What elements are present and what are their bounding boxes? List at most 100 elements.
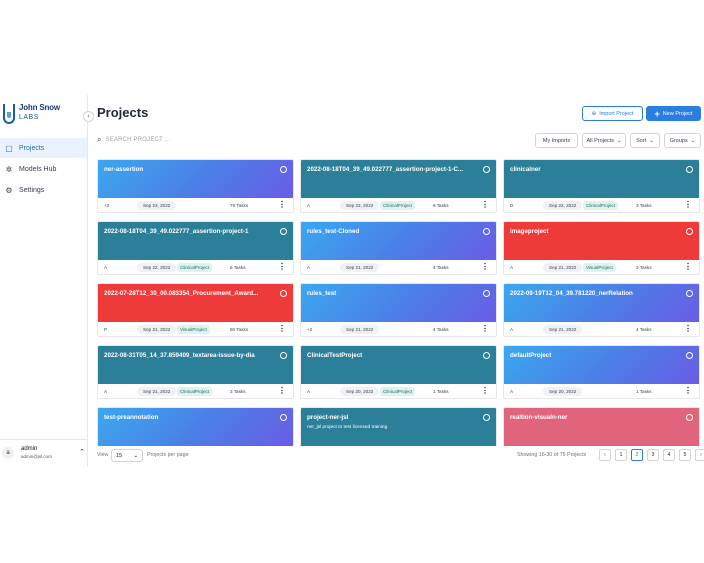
sort-dropdown[interactable]: Sort ⌄: [630, 133, 660, 148]
chevron-up-icon[interactable]: ⌃: [79, 449, 85, 456]
more-options-icon[interactable]: ⋮: [481, 200, 489, 209]
project-name[interactable]: realtion-visuaIn-ner: [510, 414, 568, 421]
project-card-header[interactable]: rules_test-Cloned: [301, 222, 496, 260]
project-card[interactable]: 2022-08-18T04_39_49.022777_assertion-pro…: [300, 159, 497, 213]
project-card[interactable]: 2022-08-18T04_39_49.022777_assertion-pro…: [97, 221, 294, 275]
project-card-header[interactable]: clinicalner: [504, 160, 699, 198]
project-name[interactable]: rules_test: [307, 290, 337, 297]
project-card-header[interactable]: ner-assertion: [98, 160, 293, 198]
project-card-header[interactable]: 2022-07-28T12_30_00.083354_Procurement_A…: [98, 284, 293, 322]
page-button-4[interactable]: 4: [663, 449, 675, 461]
import-project-button[interactable]: ⊕ Import Project: [582, 106, 643, 121]
sidebar-item-projects[interactable]: ▢ Projects: [0, 138, 87, 158]
my-imports-button[interactable]: My Imports: [535, 133, 578, 148]
project-name[interactable]: 2022-09-19T12_04_39.781220_nerRelation: [510, 290, 633, 297]
select-project-radio[interactable]: [483, 414, 490, 421]
project-card-header[interactable]: ClinicalTestProject: [301, 346, 496, 384]
more-options-icon[interactable]: ⋮: [684, 262, 692, 271]
import-project-label: Import Project: [599, 110, 634, 117]
more-options-icon[interactable]: ⋮: [481, 262, 489, 271]
project-card-header[interactable]: 2022-09-19T12_04_39.781220_nerRelation: [504, 284, 699, 322]
more-options-icon[interactable]: ⋮: [278, 324, 286, 333]
project-owner: A: [307, 389, 311, 394]
user-name: admin: [21, 446, 38, 452]
project-card-header[interactable]: 2022-08-31T05_14_37.859409_textarea-issu…: [98, 346, 293, 384]
page-button-2[interactable]: 2: [631, 449, 643, 461]
project-card-header[interactable]: test-preannotation: [98, 408, 293, 446]
project-card[interactable]: imageproject A Sep 21, 2022 VisualProject 3 …: [503, 221, 700, 275]
select-project-radio[interactable]: [686, 352, 693, 359]
select-project-radio[interactable]: [483, 228, 490, 235]
select-project-radio[interactable]: [280, 414, 287, 421]
project-name[interactable]: defaultProject: [510, 352, 552, 359]
project-card-header[interactable]: project-ner-jsl ner_jsl project to test l…: [301, 408, 496, 446]
project-name[interactable]: rules_test-Cloned: [307, 228, 360, 235]
project-name[interactable]: ner-assertion: [104, 166, 144, 173]
select-project-radio[interactable]: [280, 228, 287, 235]
select-project-radio[interactable]: [280, 352, 287, 359]
select-project-radio[interactable]: [686, 166, 693, 173]
logo-mark-icon: [3, 104, 15, 124]
project-card[interactable]: realtion-visuaIn-ner: [503, 407, 700, 446]
select-project-radio[interactable]: [483, 290, 490, 297]
project-card[interactable]: rules_test +2 Sep 21, 2022 4 Tasks ⋮: [300, 283, 497, 337]
more-options-icon[interactable]: ⋮: [481, 324, 489, 333]
select-project-radio[interactable]: [280, 290, 287, 297]
project-card[interactable]: rules_test-Cloned A Sep 21, 2022 4 Tasks ⋮: [300, 221, 497, 275]
select-project-radio[interactable]: [483, 352, 490, 359]
select-project-radio[interactable]: [686, 290, 693, 297]
page-button-3[interactable]: 3: [647, 449, 659, 461]
project-name[interactable]: ClinicalTestProject: [307, 352, 363, 359]
new-project-button[interactable]: + New Project: [646, 106, 701, 121]
project-name[interactable]: clinicalner: [510, 166, 541, 173]
project-name[interactable]: project-ner-jsl: [307, 414, 349, 421]
john-snow-labs-logo[interactable]: John Snow LABS: [3, 102, 63, 126]
select-project-radio[interactable]: [686, 414, 693, 421]
search-input[interactable]: ⌕ SEARCH PROJECT ...: [97, 132, 397, 148]
project-name[interactable]: 2022-07-28T12_30_00.083354_Procurement_A…: [104, 290, 259, 297]
project-card-header[interactable]: imageproject: [504, 222, 699, 260]
select-project-radio[interactable]: [686, 228, 693, 235]
more-options-icon[interactable]: ⋮: [278, 262, 286, 271]
page-button-1[interactable]: 1: [615, 449, 627, 461]
project-card[interactable]: 2022-08-31T05_14_37.859409_textarea-issu…: [97, 345, 294, 399]
project-name[interactable]: imageproject: [510, 228, 549, 235]
sidebar-item-settings[interactable]: ⚙ Settings: [0, 180, 87, 200]
prev-page-button[interactable]: ‹: [599, 449, 611, 461]
user-menu[interactable]: a admin admin@jsl.com ⌃: [0, 439, 88, 467]
project-card[interactable]: ClinicalTestProject A Sep 20, 2022 Clinical…: [300, 345, 497, 399]
project-name[interactable]: 2022-08-31T05_14_37.859409_textarea-issu…: [104, 352, 255, 359]
page-button-5[interactable]: 5: [679, 449, 691, 461]
project-card[interactable]: defaultProject A Sep 20, 2022 1 Tasks ⋮: [503, 345, 700, 399]
project-card[interactable]: ner-assertion +2 Sep 23, 2022 79 Tasks ⋮: [97, 159, 294, 213]
project-type-badge: ClinicalProject: [177, 387, 213, 396]
project-card[interactable]: project-ner-jsl ner_jsl project to test l…: [300, 407, 497, 446]
project-card[interactable]: test-preannotation: [97, 407, 294, 446]
project-card-footer: A Sep 20, 2022 1 Tasks ⋮: [504, 384, 699, 398]
project-card-header[interactable]: realtion-visuaIn-ner: [504, 408, 699, 446]
more-options-icon[interactable]: ⋮: [684, 324, 692, 333]
collapse-sidebar-button[interactable]: ‹: [83, 111, 94, 122]
more-options-icon[interactable]: ⋮: [481, 386, 489, 395]
select-project-radio[interactable]: [280, 166, 287, 173]
project-card-header[interactable]: 2022-08-18T04_39_49.022777_assertion-pro…: [301, 160, 496, 198]
project-filter-dropdown[interactable]: All Projects ⌄: [582, 133, 626, 148]
next-page-button[interactable]: ›: [695, 449, 704, 461]
project-card-header[interactable]: defaultProject: [504, 346, 699, 384]
more-options-icon[interactable]: ⋮: [278, 200, 286, 209]
project-name[interactable]: test-preannotation: [104, 414, 159, 421]
more-options-icon[interactable]: ⋮: [278, 386, 286, 395]
project-card-header[interactable]: rules_test: [301, 284, 496, 322]
project-name[interactable]: 2022-08-18T04_39_49.022777_assertion-pro…: [307, 166, 464, 173]
more-options-icon[interactable]: ⋮: [684, 386, 692, 395]
project-card[interactable]: 2022-07-28T12_30_00.083354_Procurement_A…: [97, 283, 294, 337]
project-card[interactable]: 2022-09-19T12_04_39.781220_nerRelation A S…: [503, 283, 700, 337]
project-card-header[interactable]: 2022-08-18T04_39_49.022777_assertion-pro…: [98, 222, 293, 260]
project-card[interactable]: clinicalner D Sep 22, 2022 ClinicalProject 3…: [503, 159, 700, 213]
groups-dropdown[interactable]: Groups ⌄: [664, 133, 701, 148]
select-project-radio[interactable]: [483, 166, 490, 173]
per-page-select[interactable]: 15 ⌄: [111, 449, 143, 462]
more-options-icon[interactable]: ⋮: [684, 200, 692, 209]
project-name[interactable]: 2022-08-18T04_39_49.022777_assertion-pro…: [104, 228, 249, 235]
sidebar-item-models-hub[interactable]: ✲ Models Hub: [0, 159, 87, 179]
